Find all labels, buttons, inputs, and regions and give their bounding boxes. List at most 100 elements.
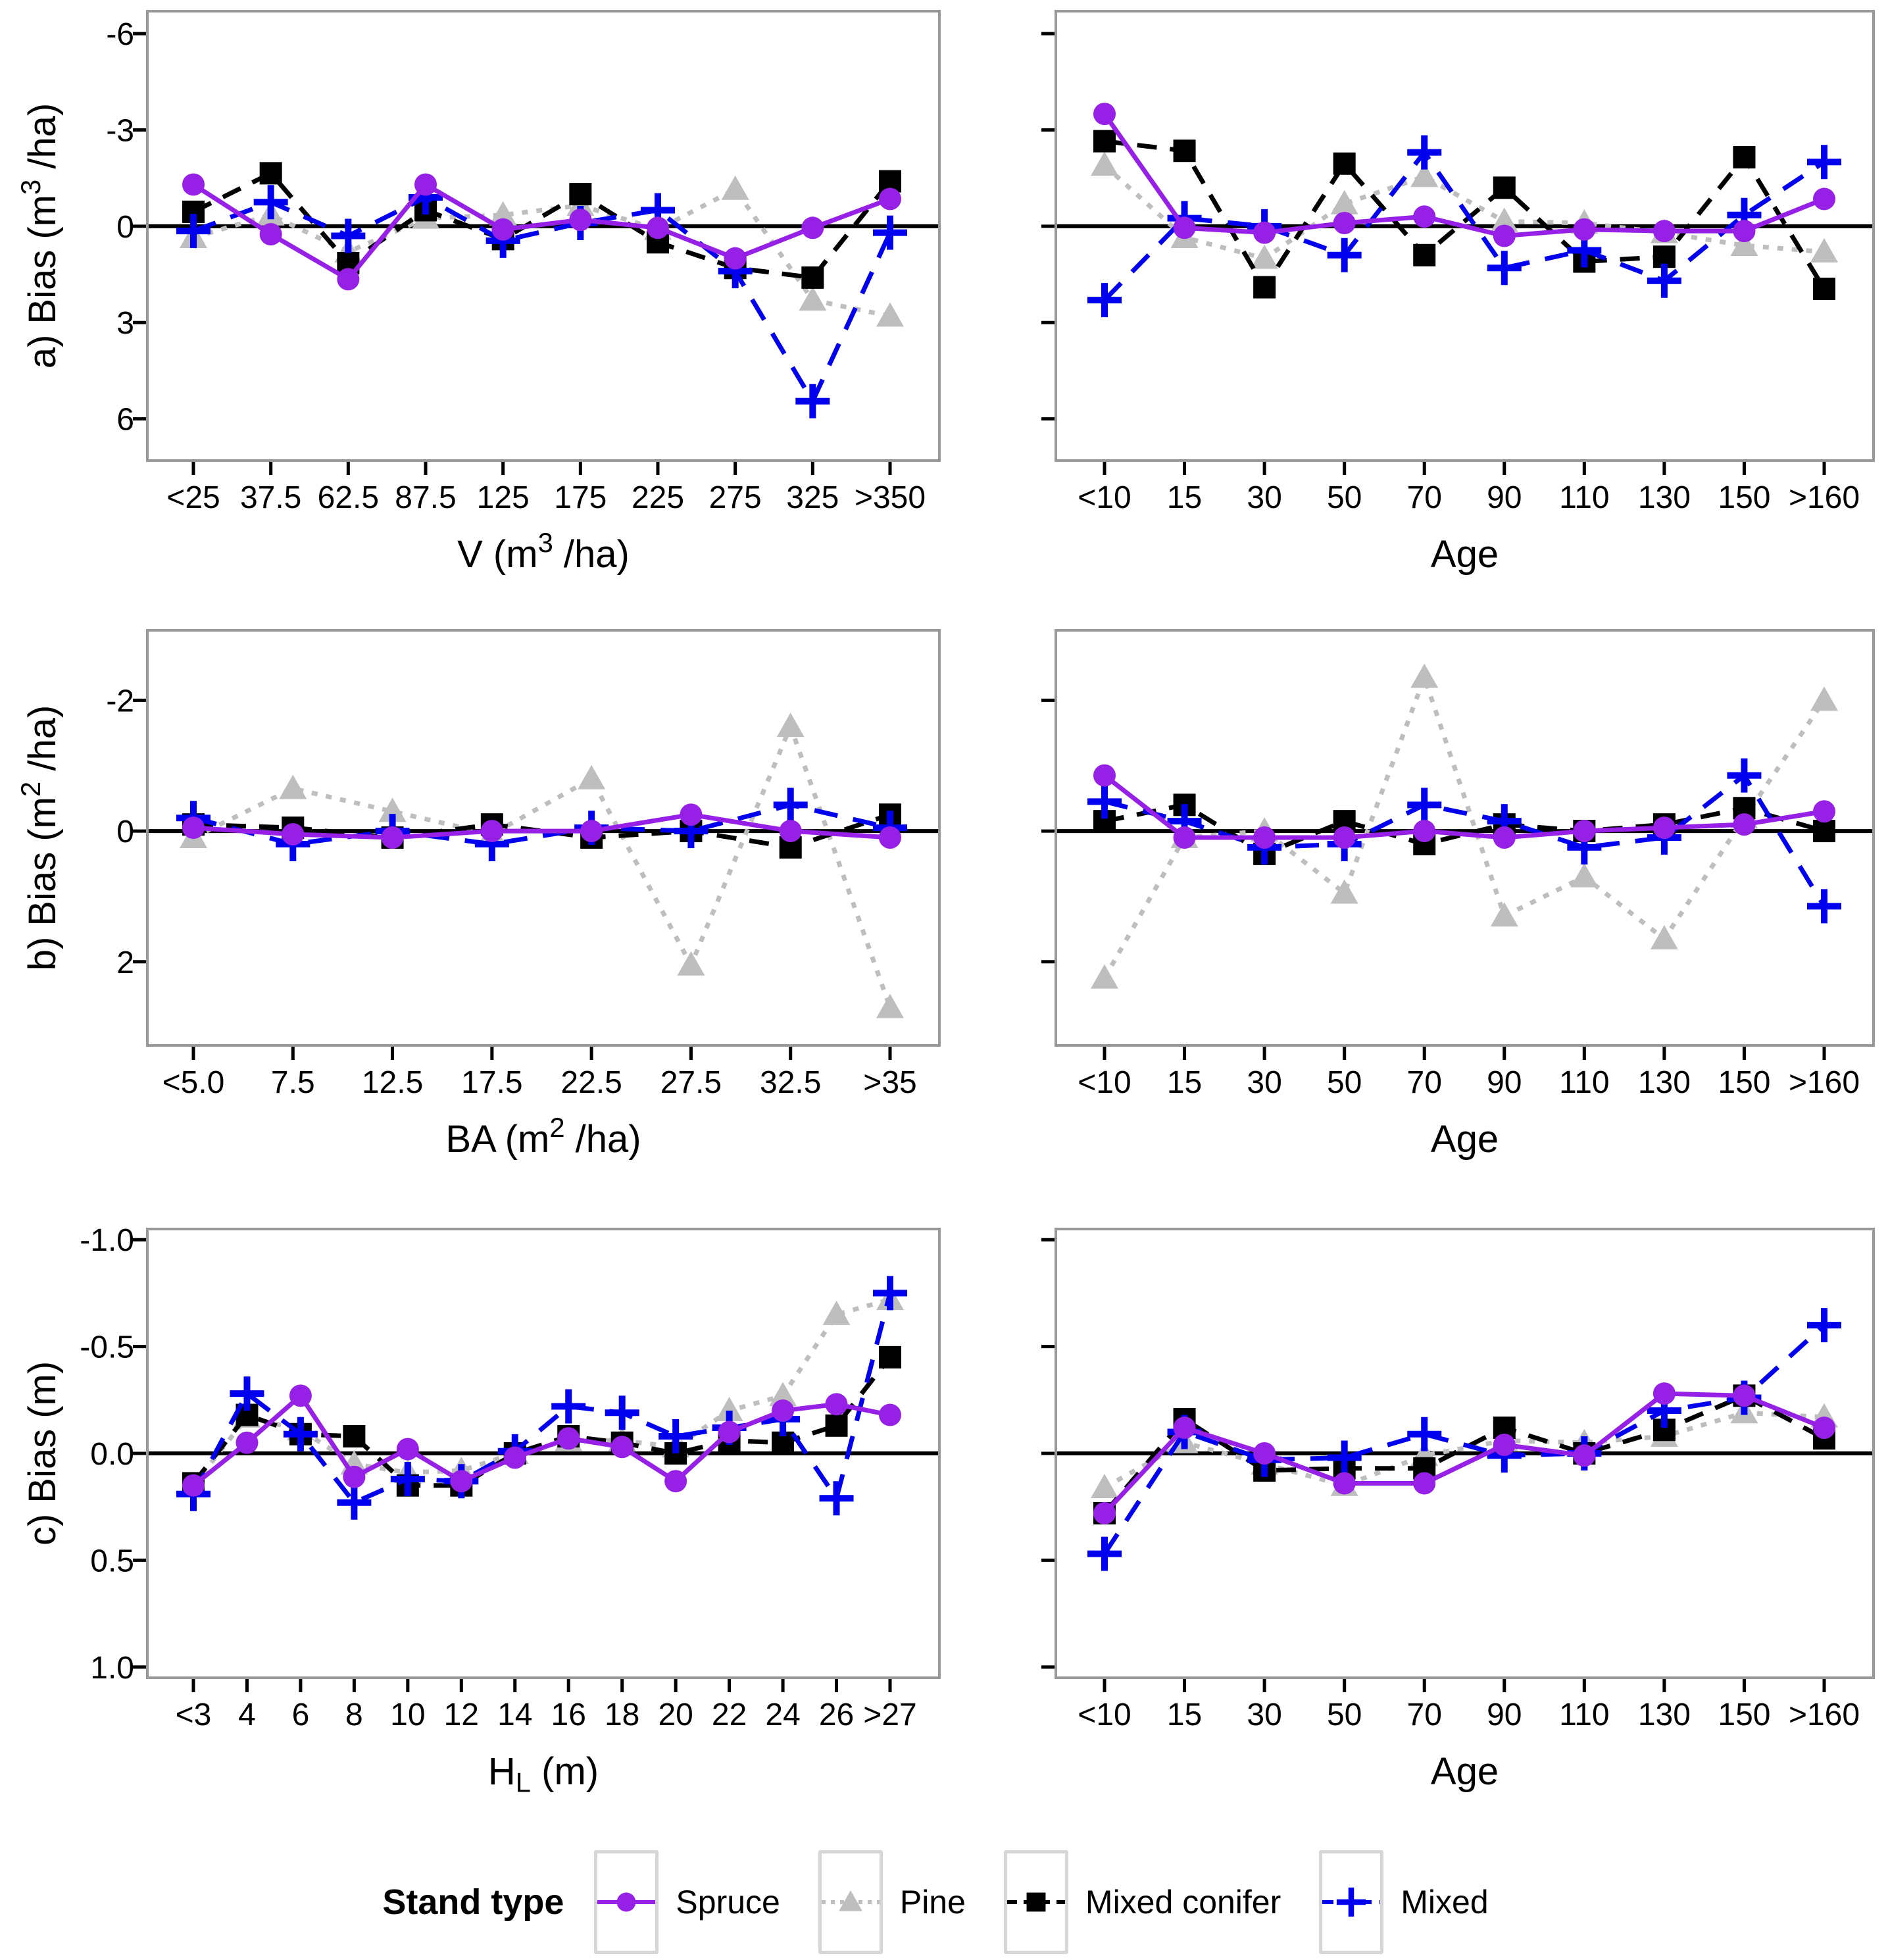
circle-marker <box>414 173 437 196</box>
panel-border <box>146 1228 941 1679</box>
series-spruce <box>1093 1382 1835 1524</box>
x-tick-label: 225 <box>632 480 684 515</box>
x-axis: <10 15 30 50 70 90 110 130 150 >160 <box>1078 1678 1860 1732</box>
triangle-marker <box>1650 925 1678 950</box>
y-axis-title: c) Bias (m) <box>21 1361 64 1545</box>
square-marker <box>879 1345 901 1369</box>
plus-marker <box>1087 784 1122 819</box>
circle-marker <box>879 1403 901 1426</box>
panel-a-left: -6 -3 0 3 6 <25 37.5 62.5 87.5 125 175 225 275 325 >35… <box>15 10 941 576</box>
triangle-marker <box>769 1382 797 1407</box>
x-tick-label: 50 <box>1327 1065 1362 1100</box>
series-spruce <box>182 1384 901 1497</box>
triangle-marker <box>1410 663 1439 688</box>
x-tick-label: 325 <box>786 480 839 515</box>
series-pine <box>180 1286 904 1496</box>
x-tick-label: 17.5 <box>461 1065 522 1100</box>
x-tick-label: 24 <box>765 1697 800 1732</box>
legend-label: Mixed <box>1401 1883 1489 1921</box>
circle-marker <box>879 826 901 849</box>
triangle-marker <box>822 1300 851 1325</box>
triangle-marker <box>1490 902 1518 927</box>
circle-marker <box>772 1399 795 1422</box>
circle-marker <box>337 268 360 291</box>
series-line <box>193 812 891 850</box>
circle-marker <box>491 218 514 241</box>
plus-marker <box>1087 1536 1122 1571</box>
triangle-marker <box>1091 964 1118 989</box>
circle-marker <box>879 188 901 211</box>
triangle-marker <box>1810 238 1838 263</box>
circle-marker <box>1573 218 1596 241</box>
series-mixed <box>176 180 907 418</box>
series-pine <box>180 713 904 1018</box>
circle-marker <box>236 1431 259 1454</box>
plus-marker <box>1807 1308 1841 1343</box>
y-axis: -2 0 2 <box>106 684 147 980</box>
x-tick-label: 12.5 <box>362 1065 423 1100</box>
triangle-marker <box>876 302 904 327</box>
x-tick-label: 30 <box>1247 480 1281 515</box>
legend-key-square-icon <box>1003 1849 1068 1954</box>
plus-marker <box>1487 251 1522 286</box>
circle-marker <box>289 1384 312 1407</box>
triangle-marker <box>715 1397 743 1422</box>
plus-marker <box>1407 788 1442 822</box>
series-mixed <box>1087 758 1841 924</box>
x-axis: <3 4 6 8 10 12 14 16 18 20 22 24 26 >27 <box>176 1678 917 1732</box>
x-tick-label: 50 <box>1327 480 1362 515</box>
circle-marker <box>1333 1472 1356 1495</box>
series-mixed <box>176 1276 907 1520</box>
series-pine <box>1091 1399 1838 1498</box>
circle-marker <box>1413 1472 1436 1495</box>
x-tick-label: 30 <box>1247 1065 1281 1100</box>
circle-marker <box>182 817 205 840</box>
legend-item-pine: Pine <box>818 1849 966 1954</box>
circle-marker <box>396 1438 419 1461</box>
circle-marker <box>1652 817 1676 840</box>
circle-marker <box>480 820 503 843</box>
plus-marker <box>331 218 366 253</box>
circle-marker <box>1173 216 1196 239</box>
x-tick-label: 22.5 <box>560 1065 622 1100</box>
panel-b-right: <10 15 30 50 70 90 110 130 150 >160 Age <box>1041 629 1875 1161</box>
triangle-marker <box>1410 163 1439 188</box>
x-axis: <10 15 30 50 70 90 110 130 150 >160 <box>1078 1045 1860 1100</box>
legend-label: Spruce <box>676 1883 780 1921</box>
x-tick-label: 10 <box>390 1697 425 1732</box>
circle-marker <box>1413 205 1436 228</box>
triangle-marker <box>1810 686 1838 711</box>
x-tick-label: 50 <box>1327 1697 1362 1732</box>
y-tick-label: -1.0 <box>80 1223 134 1258</box>
series-line <box>1104 802 1825 857</box>
series-spruce <box>182 173 901 291</box>
legend-label: Pine <box>899 1883 966 1921</box>
series-line <box>1104 139 1826 292</box>
y-axis <box>1041 32 1056 421</box>
x-tick-label: 37.5 <box>240 480 301 515</box>
circle-marker <box>1813 188 1835 211</box>
circle-marker <box>724 247 747 270</box>
x-axis-title: BA (m2 /ha) <box>445 1112 641 1161</box>
series-line <box>191 1355 892 1488</box>
x-tick-label: 70 <box>1407 1065 1442 1100</box>
square-marker <box>1026 1892 1046 1911</box>
square-marker <box>259 162 282 185</box>
x-tick-label: 125 <box>477 480 530 515</box>
plus-marker <box>1807 145 1841 180</box>
series-line <box>1103 113 1826 239</box>
x-tick-label: 110 <box>1559 480 1610 515</box>
series-mixed <box>1087 135 1841 318</box>
x-axis: <5.0 7.5 12.5 17.5 22.5 27.5 32.5 >35 <box>162 1045 917 1100</box>
circle-marker <box>1573 820 1596 843</box>
circle-marker <box>1493 826 1516 849</box>
circle-marker <box>1093 764 1116 787</box>
x-tick-label: 110 <box>1559 1065 1610 1100</box>
panel-border <box>146 629 941 1047</box>
x-tick-label: 20 <box>658 1697 693 1732</box>
panel-border <box>1055 10 1875 462</box>
triangle-marker <box>1570 863 1599 888</box>
x-tick-label: 32.5 <box>760 1065 821 1100</box>
series-line <box>1103 163 1825 261</box>
triangle-marker <box>378 797 407 822</box>
